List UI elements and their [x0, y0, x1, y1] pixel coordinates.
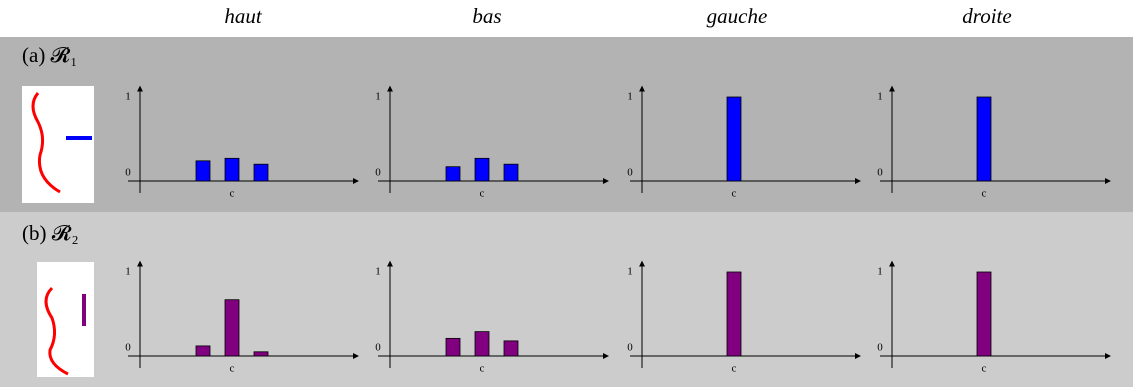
bar [976, 271, 992, 357]
x-tick-label: c [732, 188, 737, 200]
x-tick-label: c [230, 188, 235, 200]
bar [253, 163, 269, 182]
bar [445, 166, 461, 182]
bar [503, 163, 519, 182]
bar [195, 160, 211, 182]
y-tick-label: 1 [627, 91, 633, 103]
x-tick-label: c [230, 363, 235, 375]
bar [445, 337, 461, 357]
x-tick-label: c [982, 363, 987, 375]
sketch-stroke [31, 92, 61, 194]
y-tick-label: 0 [627, 342, 633, 354]
column-header: droite [962, 4, 1011, 28]
column-header: bas [472, 4, 501, 28]
bar [224, 299, 240, 357]
x-tick-label: c [732, 363, 737, 375]
row-band [0, 212, 1133, 387]
y-tick-label: 1 [627, 266, 633, 278]
x-tick-label: c [480, 188, 485, 200]
y-tick-label: 1 [125, 266, 131, 278]
y-tick-label: 1 [375, 266, 381, 278]
column-header: gauche [707, 4, 768, 28]
y-tick-label: 1 [125, 91, 131, 103]
bar [224, 157, 240, 182]
y-tick-label: 1 [877, 266, 883, 278]
y-tick-label: 1 [877, 91, 883, 103]
bar [726, 271, 742, 357]
y-tick-label: 0 [375, 342, 381, 354]
y-tick-label: 0 [877, 342, 883, 354]
y-tick-label: 0 [627, 167, 633, 179]
y-tick-label: 0 [877, 167, 883, 179]
row-label: (b) 𝓡₂ [22, 221, 79, 245]
bar [474, 331, 490, 357]
sketch-stroke [44, 286, 69, 376]
column-header: haut [224, 4, 263, 28]
bar [503, 340, 519, 357]
y-tick-label: 0 [125, 342, 131, 354]
x-tick-label: c [480, 363, 485, 375]
x-tick-label: c [982, 188, 987, 200]
bar [726, 96, 742, 182]
bar [976, 96, 992, 182]
y-tick-label: 1 [375, 91, 381, 103]
y-tick-label: 0 [375, 167, 381, 179]
bar [195, 345, 211, 357]
row-label: (a) 𝓡₁ [22, 43, 78, 67]
y-tick-label: 0 [125, 167, 131, 179]
bar [253, 351, 269, 357]
row-band [0, 37, 1133, 212]
bar [474, 157, 490, 182]
